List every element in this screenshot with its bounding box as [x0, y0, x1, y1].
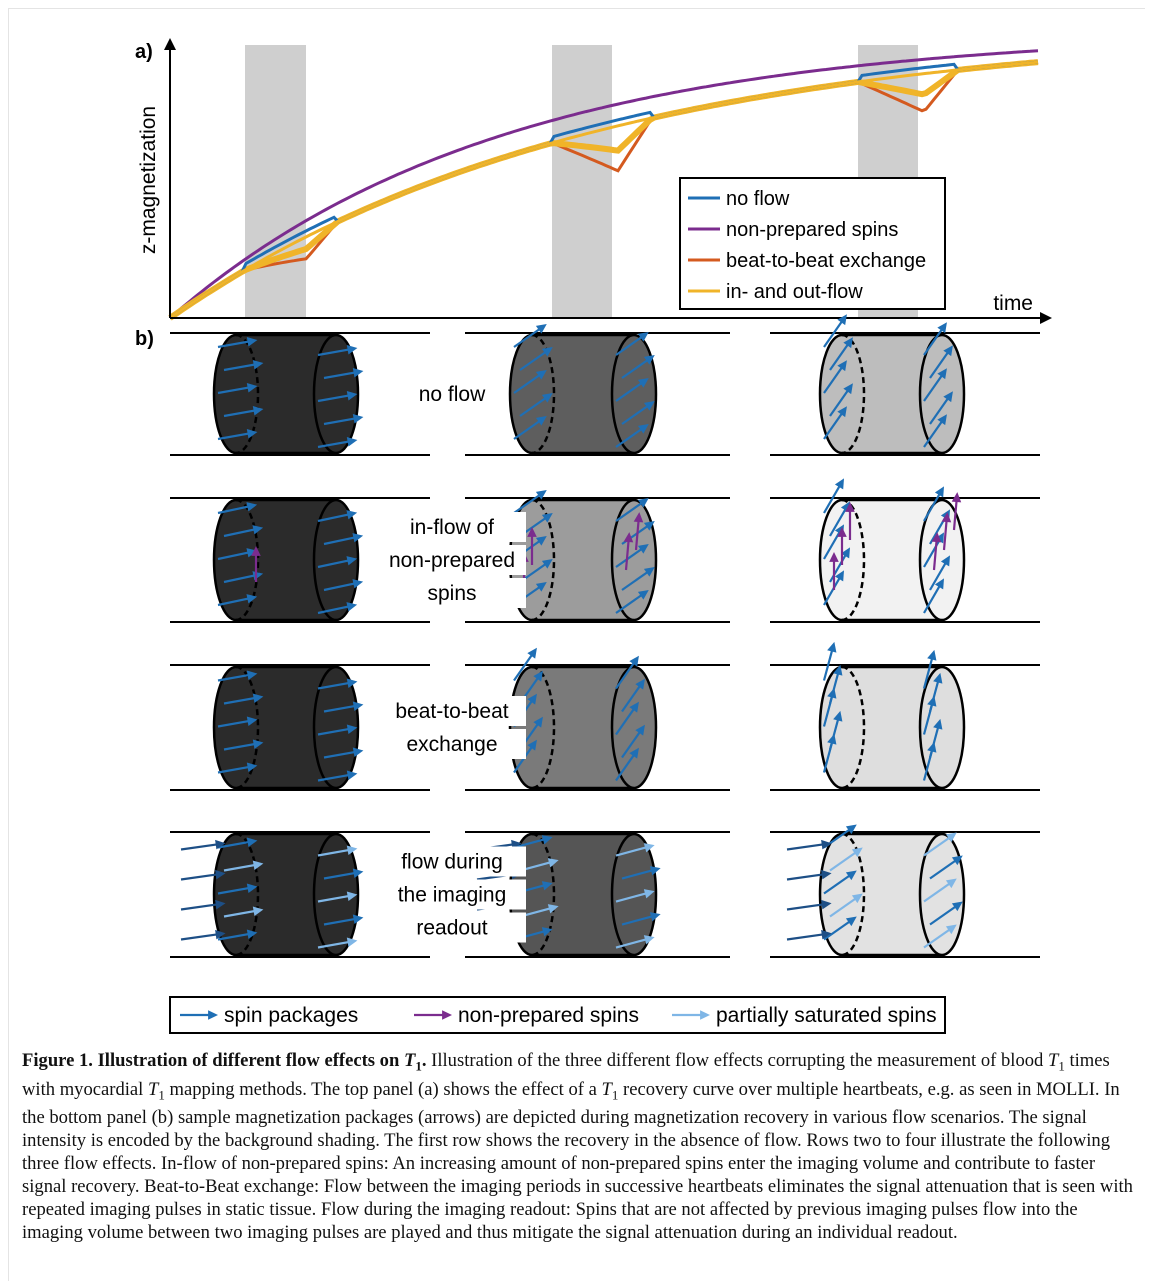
- row-label: exchange: [406, 733, 497, 756]
- arrow-head: [927, 650, 936, 661]
- legend-label: in- and out-flow: [726, 281, 863, 303]
- legend-label: beat-to-beat exchange: [726, 250, 926, 272]
- row-label: in-flow of: [410, 516, 494, 539]
- arrow-head: [353, 915, 364, 924]
- caption: Figure 1. Illustration of different flow…: [22, 1049, 1134, 1244]
- row-label: non-prepared: [389, 549, 515, 572]
- math-var: T: [602, 1079, 612, 1100]
- caption-text: mapping methods. The top panel (a) shows…: [165, 1079, 602, 1100]
- legend-label: no flow: [726, 188, 790, 210]
- arrow-head: [527, 648, 537, 659]
- spin-arrow: [787, 844, 826, 849]
- panel-a: a) z-magnetization time no flow non-prepared…: [135, 40, 1050, 318]
- panel-label: b): [135, 328, 154, 350]
- spin-arrow: [181, 844, 220, 849]
- caption-text: Figure 1. Illustration of different flow…: [22, 1050, 404, 1071]
- readout-band: [245, 45, 306, 318]
- readout-band: [552, 45, 612, 318]
- x-axis-label: time: [993, 292, 1033, 315]
- legend-label: non-prepared spins: [458, 1004, 639, 1027]
- legend-label: spin packages: [224, 1004, 358, 1027]
- math-var: T: [1048, 1050, 1058, 1071]
- spin-arrow: [787, 934, 826, 939]
- math: T1: [148, 1079, 165, 1100]
- arrow-head: [353, 748, 364, 757]
- y-axis-label: z-magnetization: [137, 106, 160, 254]
- page: { "panel_a": { "label": "a)", "y_label":…: [0, 0, 1153, 1288]
- math: T1: [602, 1079, 619, 1100]
- arrow-head: [353, 414, 364, 423]
- legend-label: non-prepared spins: [726, 219, 898, 241]
- math-var: T: [404, 1050, 415, 1071]
- row-label: spins: [427, 582, 476, 605]
- spin-arrow: [181, 934, 220, 939]
- caption-text: Illustration of the three different flow…: [427, 1050, 1048, 1071]
- row-label: no flow: [419, 383, 486, 406]
- cylinder-face: [920, 834, 964, 955]
- math: T1: [1048, 1050, 1065, 1071]
- figure: a) z-magnetization time no flow non-prepared…: [0, 0, 1153, 1045]
- math-var: T: [148, 1079, 158, 1100]
- arrow-head: [837, 314, 847, 325]
- arrow-head: [937, 322, 947, 333]
- row-label: readout: [416, 917, 487, 940]
- caption-text: recovery curve over multiple heartbeats,…: [22, 1079, 1133, 1244]
- arrow-head: [827, 642, 836, 653]
- math: T1: [404, 1050, 422, 1071]
- panel-label: a): [135, 41, 153, 63]
- row-label: the imaging: [398, 884, 507, 907]
- row-label: beat-to-beat: [395, 700, 508, 723]
- row-label: flow during: [401, 851, 503, 874]
- legend-label: partially saturated spins: [716, 1004, 937, 1027]
- panel-b: b) no flow in-flow of non-prepared spins beat…: [135, 314, 1040, 1033]
- arrow-head: [347, 437, 358, 446]
